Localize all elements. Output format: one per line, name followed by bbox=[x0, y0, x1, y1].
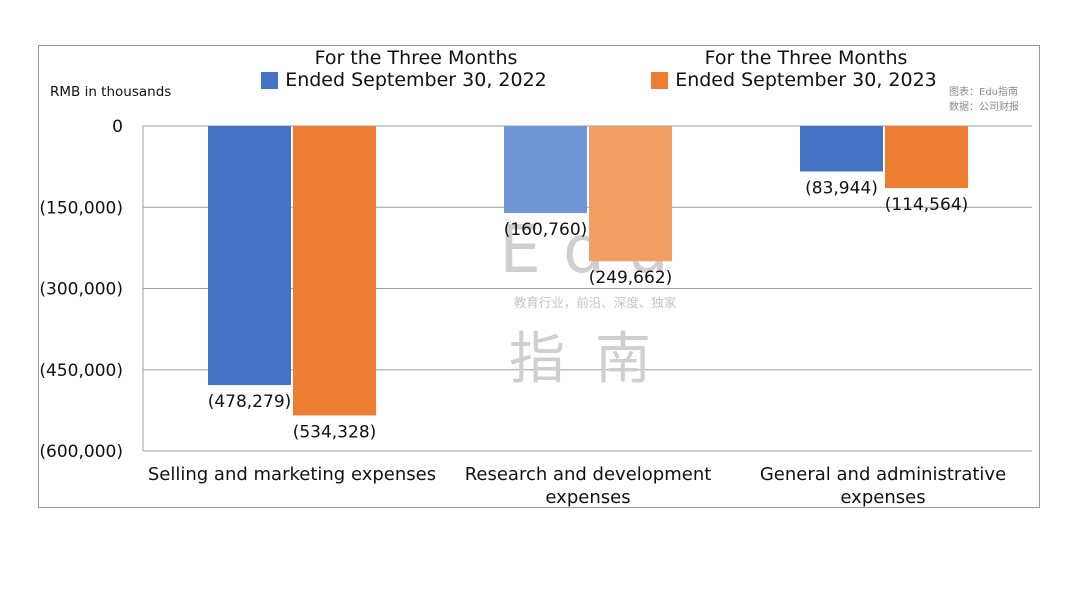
y-tick-label: (450,000) bbox=[39, 361, 123, 381]
y-tick-label: (150,000) bbox=[39, 198, 123, 218]
legend-label-2022: For the Three Months Ended September 30,… bbox=[285, 47, 547, 91]
bar-2023-1 bbox=[589, 126, 672, 262]
unit-label: RMB in thousands bbox=[50, 84, 172, 100]
data-label-2023-1: (249,662) bbox=[589, 268, 673, 288]
data-label-2023-0: (534,328) bbox=[293, 422, 377, 442]
bar-2022-0 bbox=[208, 126, 291, 386]
category-label-selling: Selling and marketing expenses bbox=[147, 464, 437, 485]
data-label-2023-2: (114,564) bbox=[885, 195, 969, 215]
legend-swatch-2023 bbox=[651, 72, 668, 89]
bar-2022-2 bbox=[800, 126, 883, 172]
category-label-general: General and administrative expenses bbox=[759, 464, 1007, 508]
source-line-chart: 图表：Edu指南 bbox=[949, 87, 1019, 98]
y-tick-label: 0 bbox=[112, 117, 123, 137]
source-line-data: 数据：公司财报 bbox=[949, 102, 1019, 113]
bar-2023-0 bbox=[293, 126, 376, 416]
legend-swatch-2022 bbox=[261, 72, 278, 89]
y-tick-label: (600,000) bbox=[39, 442, 123, 462]
data-label-2022-0: (478,279) bbox=[208, 392, 292, 412]
watermark-zhinan: 指南 bbox=[509, 327, 681, 392]
source-note: 图表：Edu指南 数据：公司财报 bbox=[949, 85, 1019, 115]
category-label-research: Research and development expenses bbox=[464, 464, 712, 508]
y-tick-label: (300,000) bbox=[39, 280, 123, 300]
legend-label-2023: For the Three Months Ended September 30,… bbox=[675, 47, 937, 91]
data-label-2022-1: (160,760) bbox=[504, 220, 588, 240]
bar-2022-1 bbox=[504, 126, 587, 214]
watermark-tagline: 教育行业，前沿、深度、独家 bbox=[514, 295, 677, 310]
data-label-2022-2: (83,944) bbox=[805, 178, 878, 198]
chart-frame bbox=[38, 45, 1040, 508]
bar-2023-2 bbox=[885, 126, 968, 189]
